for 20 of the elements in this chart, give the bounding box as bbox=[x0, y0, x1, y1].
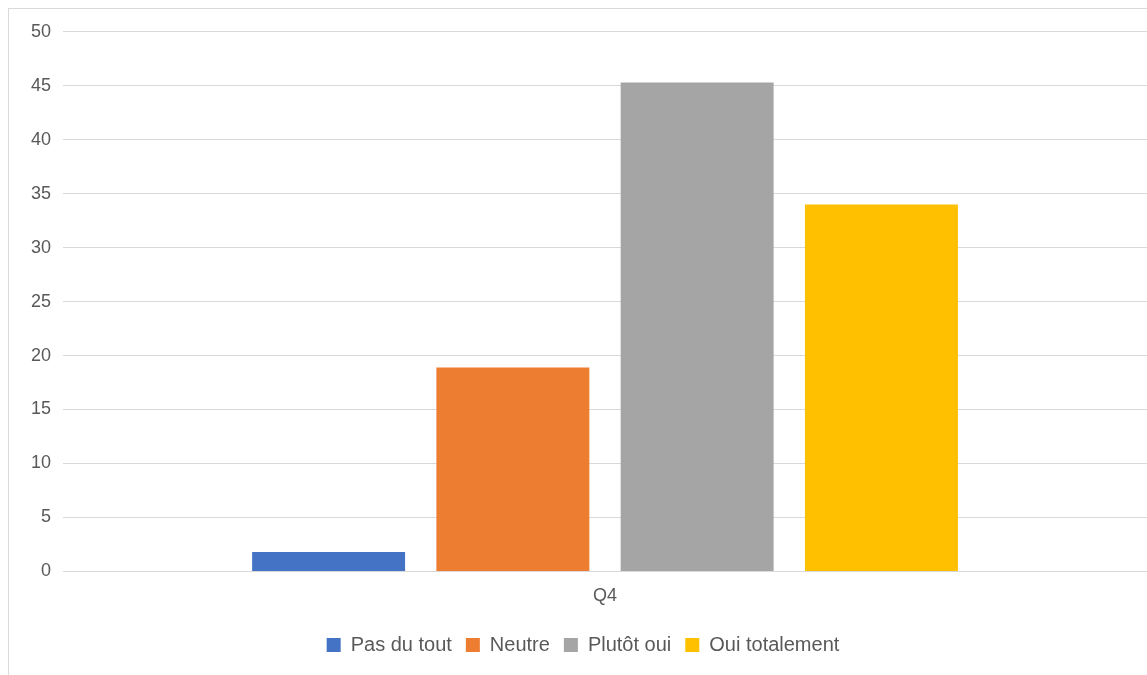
y-tick-label: 30 bbox=[30, 236, 52, 257]
legend-label: Plutôt oui bbox=[587, 632, 672, 655]
y-tick-label: 15 bbox=[30, 398, 52, 419]
y-tick-label: 45 bbox=[30, 74, 52, 95]
y-tick-label: 50 bbox=[30, 20, 52, 41]
y-tick-label: 40 bbox=[30, 128, 52, 149]
legend-label: Oui totalement bbox=[709, 632, 840, 655]
legend-label: Neutre bbox=[489, 632, 550, 655]
bar bbox=[804, 204, 958, 571]
y-tick-label: 10 bbox=[30, 452, 52, 473]
legend-label: Pas du tout bbox=[350, 632, 453, 655]
x-tick-label: Q4 bbox=[593, 585, 618, 606]
bar bbox=[620, 82, 774, 571]
bar bbox=[436, 367, 590, 571]
y-tick-label: 0 bbox=[41, 560, 52, 581]
y-tick-label: 25 bbox=[30, 290, 52, 311]
y-tick-label: 20 bbox=[30, 344, 52, 365]
y-tick-label: 35 bbox=[30, 182, 52, 203]
bar bbox=[252, 551, 406, 571]
y-tick-label: 5 bbox=[41, 506, 52, 527]
